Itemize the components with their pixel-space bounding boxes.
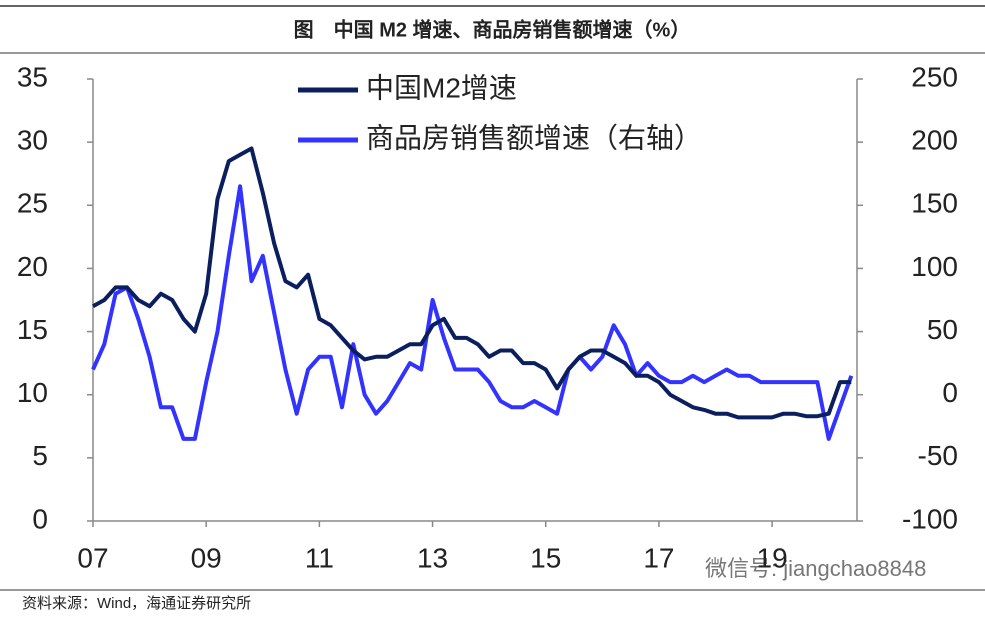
watermark: 微信号: jiangchao8848 [705, 556, 926, 581]
y-tick-label: 20 [17, 251, 48, 282]
series-line [92, 146, 852, 420]
y-tick-label: 15 [17, 314, 48, 345]
chart-title: 图 中国 M2 增速、商品房销售额增速（%） [294, 17, 691, 41]
legend-label: 商品房销售额增速（右轴） [366, 122, 702, 153]
y2-tick-label: -100 [902, 503, 958, 534]
y2-tick-label: 150 [911, 188, 958, 219]
x-tick-label: 17 [643, 542, 674, 573]
legend-label: 中国M2增速 [366, 72, 517, 103]
x-tick-label: 09 [191, 542, 222, 573]
x-tick-label: 11 [305, 542, 334, 573]
series-line [91, 184, 854, 441]
x-tick-label: 07 [77, 542, 108, 573]
y2-tick-label: 200 [911, 125, 958, 156]
y-tick-label: 30 [17, 125, 48, 156]
y-tick-label: 5 [32, 440, 48, 471]
y-tick-label: 10 [17, 377, 48, 408]
source: 资料来源：Wind，海通证券研究所 [22, 595, 251, 612]
x-tick-label: 13 [417, 542, 448, 573]
y2-tick-label: 100 [911, 251, 958, 282]
y-tick-label: 35 [17, 61, 48, 92]
y2-tick-label: 50 [927, 314, 958, 345]
x-tick-label: 15 [530, 542, 561, 573]
x-tick-label: 19 [757, 542, 788, 573]
y2-tick-label: 0 [942, 377, 958, 408]
y-tick-label: 25 [17, 188, 48, 219]
y-tick-label: 0 [32, 503, 48, 534]
y2-tick-label: -50 [918, 440, 958, 471]
y2-tick-label: 250 [911, 61, 958, 92]
